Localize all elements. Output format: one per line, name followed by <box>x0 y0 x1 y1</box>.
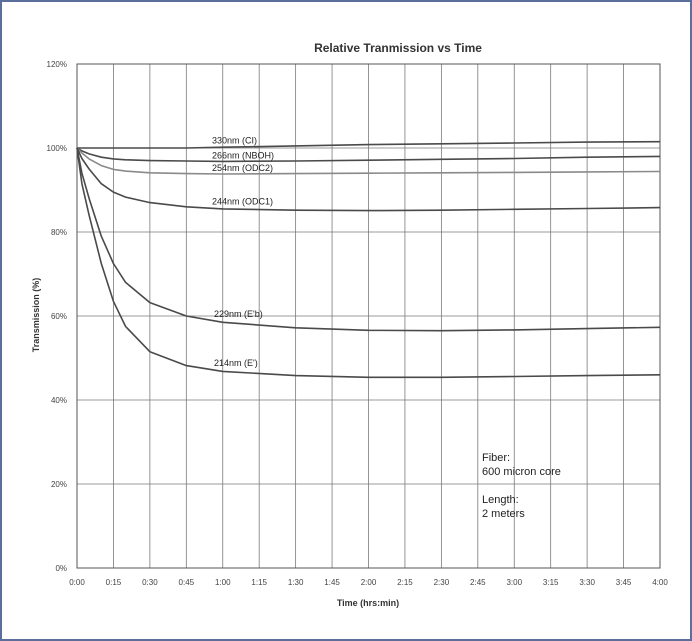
x-tick-label: 0:00 <box>69 578 85 587</box>
series-label: 266nm (NBOH) <box>212 150 274 160</box>
annotation-line: Fiber: <box>482 452 510 464</box>
x-tick-label: 1:00 <box>215 578 231 587</box>
series-line <box>76 147 661 332</box>
y-tick-label: 100% <box>47 144 67 153</box>
y-ticks: 0% 20% 40% 60% 80% 100% 120% <box>47 60 67 573</box>
series-lines <box>76 140 661 379</box>
y-axis-label: Transmission (%) <box>31 278 41 353</box>
x-axis-label: Time (hrs:min) <box>337 598 399 608</box>
x-tick-label: 4:00 <box>652 578 668 587</box>
x-tick-label: 2:15 <box>397 578 413 587</box>
series-line <box>76 147 661 163</box>
x-tick-label: 1:45 <box>324 578 340 587</box>
x-tick-label: 0:30 <box>142 578 158 587</box>
x-tick-label: 3:45 <box>616 578 632 587</box>
series-label: 330nm (CI) <box>212 135 257 145</box>
x-tick-label: 3:15 <box>543 578 559 587</box>
series-labels: 330nm (CI) 266nm (NBOH) 254nm (ODC2) 244nm … <box>212 135 274 368</box>
annotation-line: Length: <box>482 494 519 506</box>
series-line <box>77 140 661 149</box>
series-label: 254nm (ODC2) <box>212 163 273 173</box>
fiber-annotation: Fiber: 600 micron core Length: 2 meters <box>482 452 561 520</box>
series-label: 214nm (E') <box>214 358 258 368</box>
series-line <box>76 147 661 379</box>
x-tick-label: 1:15 <box>251 578 267 587</box>
y-tick-label: 40% <box>51 396 67 405</box>
y-tick-label: 0% <box>55 564 67 573</box>
y-tick-label: 120% <box>47 60 67 69</box>
chart-title: Relative Tranmission vs Time <box>314 41 482 55</box>
series-line <box>76 147 661 175</box>
annotation-line: 2 meters <box>482 508 525 520</box>
series-line <box>76 147 661 212</box>
x-tick-label: 0:45 <box>179 578 195 587</box>
x-tick-label: 0:15 <box>106 578 122 587</box>
plot-area-border <box>76 63 661 569</box>
y-tick-label: 80% <box>51 228 67 237</box>
series-label: 229nm (E'b) <box>214 309 263 319</box>
series-label: 244nm (ODC1) <box>212 196 273 206</box>
x-tick-label: 2:00 <box>361 578 377 587</box>
x-tick-label: 1:30 <box>288 578 304 587</box>
y-tick-label: 60% <box>51 312 67 321</box>
annotation-line: 600 micron core <box>482 466 561 478</box>
y-tick-label: 20% <box>51 480 67 489</box>
x-tick-label: 2:45 <box>470 578 486 587</box>
grid <box>76 63 661 569</box>
x-ticks: 0:00 0:15 0:30 0:45 1:00 1:15 1:30 1:45 2:00 2:15… <box>69 578 668 587</box>
x-tick-label: 2:30 <box>434 578 450 587</box>
x-tick-label: 3:30 <box>579 578 595 587</box>
x-tick-label: 3:00 <box>506 578 522 587</box>
